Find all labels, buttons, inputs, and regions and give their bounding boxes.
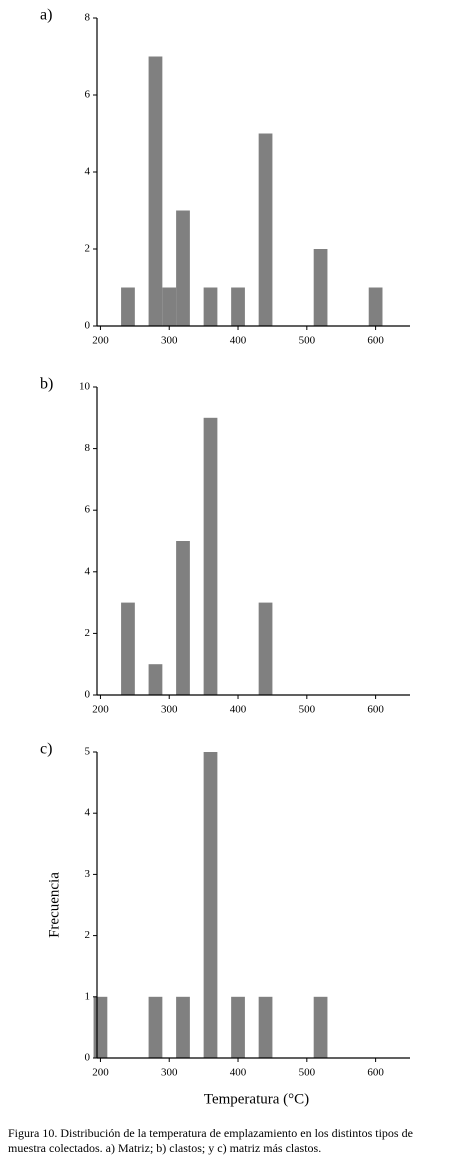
- x-tick-label: 300: [161, 1067, 178, 1079]
- bar: [368, 287, 383, 326]
- bar: [231, 996, 245, 1058]
- bar: [258, 133, 273, 326]
- y-tick-label: 6: [85, 504, 91, 516]
- x-tick-label: 200: [92, 335, 109, 347]
- y-tick-label: 10: [79, 381, 91, 393]
- bar: [176, 996, 190, 1058]
- x-tick-label: 300: [161, 335, 178, 347]
- y-tick-label: 2: [85, 243, 91, 255]
- bar: [121, 602, 135, 695]
- panel-label: b): [40, 376, 53, 393]
- bar: [258, 602, 273, 695]
- bar: [258, 996, 273, 1058]
- bar: [203, 752, 218, 1058]
- x-tick-label: 200: [92, 704, 109, 716]
- y-tick-label: 1: [85, 990, 91, 1002]
- y-tick-label: 2: [85, 929, 91, 941]
- bar: [203, 417, 218, 695]
- x-tick-label: 200: [92, 1067, 109, 1079]
- x-tick-label: 500: [299, 704, 316, 716]
- x-tick-label: 600: [367, 1067, 384, 1079]
- x-tick-label: 400: [230, 704, 247, 716]
- y-tick-label: 8: [85, 442, 91, 454]
- bar: [148, 664, 163, 695]
- bar: [121, 287, 135, 326]
- x-tick-label: 600: [367, 335, 384, 347]
- x-tick-label: 400: [230, 1067, 247, 1079]
- y-tick-label: 4: [85, 166, 91, 178]
- y-tick-label: 0: [85, 320, 91, 332]
- y-tick-label: 6: [85, 89, 91, 101]
- caption: Figura 10. Distribución de la temperatur…: [8, 1126, 413, 1155]
- bar: [313, 249, 328, 326]
- bar: [231, 287, 245, 326]
- x-tick-label: 500: [299, 335, 316, 347]
- y-tick-label: 5: [85, 746, 91, 758]
- x-tick-label: 400: [230, 335, 247, 347]
- bar: [313, 996, 328, 1058]
- y-tick-label: 3: [85, 868, 91, 880]
- bar: [176, 210, 190, 326]
- y-tick-label: 2: [85, 627, 91, 639]
- bar: [93, 996, 108, 1058]
- y-tick-label: 0: [85, 1052, 91, 1064]
- x-tick-label: 500: [299, 1067, 316, 1079]
- bar: [148, 56, 163, 326]
- bar: [203, 287, 218, 326]
- y-tick-label: 4: [85, 807, 91, 819]
- y-tick-label: 4: [85, 565, 91, 577]
- bar: [162, 287, 177, 326]
- x-tick-label: 600: [367, 704, 384, 716]
- panel-label: a): [40, 7, 52, 24]
- y-tick-label: 0: [85, 689, 91, 701]
- y-axis-title: Frecuencia: [46, 872, 62, 938]
- bar: [176, 541, 190, 695]
- x-axis-title: Temperatura (°C): [204, 1091, 309, 1107]
- panel-label: c): [40, 741, 52, 758]
- x-tick-label: 300: [161, 704, 178, 716]
- bar: [148, 996, 163, 1058]
- y-tick-label: 8: [85, 12, 91, 24]
